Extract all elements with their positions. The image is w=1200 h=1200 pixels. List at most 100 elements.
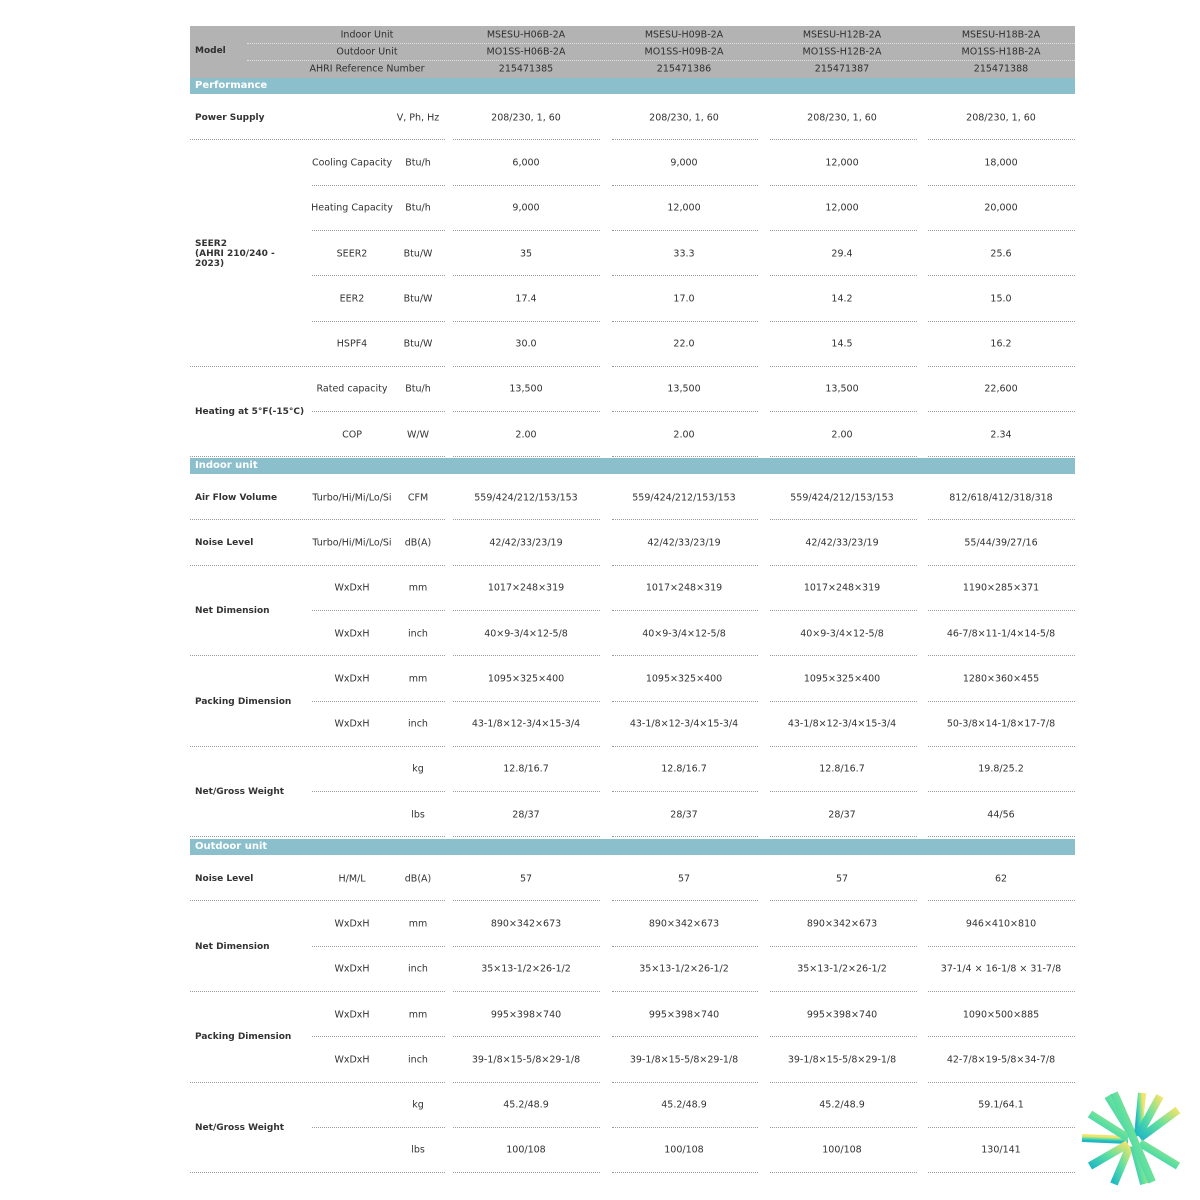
group-label: Noise Level — [195, 537, 254, 548]
cell-value: 2.34 — [990, 429, 1012, 441]
cell-value: 1095×325×400 — [803, 673, 881, 685]
row-divider — [453, 1036, 600, 1038]
row-divider — [770, 700, 917, 702]
row-sublabel: Turbo/Hi/Mi/Lo/Si — [312, 537, 392, 549]
row-divider — [770, 655, 917, 657]
header-model-value: MSESU-H06B-2A — [486, 29, 566, 41]
cell-value: 45.2/48.9 — [661, 1099, 707, 1111]
row-divider — [190, 365, 445, 367]
cell-value: 995×398×740 — [490, 1009, 562, 1021]
row-divider — [612, 229, 758, 231]
row-divider — [453, 836, 600, 838]
cell-value: 890×342×673 — [648, 918, 720, 930]
cell-value: 12.8/16.7 — [819, 763, 865, 775]
row-divider — [190, 1081, 445, 1083]
row-divider — [928, 655, 1075, 657]
row-sublabel: H/M/L — [338, 873, 366, 885]
group-label: SEER2 (AHRI 210/240 - 2023) — [195, 238, 275, 269]
cell-value: 30.0 — [515, 338, 537, 350]
cell-value: 1280×360×455 — [962, 673, 1040, 685]
row-divider — [770, 229, 917, 231]
row-unit: mm — [408, 673, 428, 685]
cell-value: 45.2/48.9 — [819, 1099, 865, 1111]
row-divider — [453, 609, 600, 611]
row-sublabel: WxDxH — [334, 718, 370, 730]
cell-value: 559/424/212/153/153 — [790, 492, 894, 504]
header-model-value: MO1SS-H12B-2A — [802, 46, 882, 58]
cell-value: 40×9-3/4×12-5/8 — [484, 628, 568, 640]
cell-value: 25.6 — [990, 248, 1012, 260]
group-label: Net Dimension — [195, 605, 270, 616]
cell-value: 33.3 — [673, 248, 695, 260]
row-divider — [770, 320, 917, 322]
row-divider — [612, 564, 758, 566]
row-divider — [770, 411, 917, 413]
cell-value: 559/424/212/153/153 — [474, 492, 578, 504]
row-divider — [453, 456, 600, 458]
cell-value: 40×9-3/4×12-5/8 — [642, 628, 726, 640]
row-divider — [928, 1172, 1075, 1174]
row-divider — [612, 411, 758, 413]
cell-value: 40×9-3/4×12-5/8 — [800, 628, 884, 640]
row-divider — [190, 1172, 445, 1174]
row-divider — [612, 945, 758, 947]
row-divider — [770, 900, 917, 902]
row-divider — [612, 655, 758, 657]
row-unit: Btu/h — [405, 157, 431, 169]
row-sublabel: Turbo/Hi/Mi/Lo/Si — [312, 492, 392, 504]
row-divider — [453, 900, 600, 902]
row-unit: mm — [408, 918, 428, 930]
row-divider — [612, 836, 758, 838]
row-divider — [928, 139, 1075, 141]
row-divider — [312, 1126, 445, 1128]
row-divider — [453, 745, 600, 747]
cell-value: 43-1/8×12-3/4×15-3/4 — [787, 718, 897, 730]
header-model-value: MO1SS-H09B-2A — [644, 46, 724, 58]
cell-value: 14.5 — [831, 338, 853, 350]
row-divider — [770, 139, 917, 141]
cell-value: 12.8/16.7 — [661, 763, 707, 775]
row-divider — [770, 456, 917, 458]
row-sublabel: Rated capacity — [316, 383, 388, 395]
row-sublabel: Cooling Capacity — [311, 157, 393, 169]
cell-value: 14.2 — [831, 293, 853, 305]
row-divider — [612, 609, 758, 611]
header-divider — [247, 43, 1075, 44]
cell-value: 13,500 — [667, 383, 701, 395]
row-divider — [190, 836, 445, 838]
row-divider — [928, 1126, 1075, 1128]
row-divider — [312, 791, 445, 793]
cell-value: 20,000 — [984, 202, 1018, 214]
section-band: Indoor unit — [190, 458, 1075, 474]
row-divider — [453, 791, 600, 793]
row-divider — [928, 1081, 1075, 1083]
cell-value: 890×342×673 — [490, 918, 562, 930]
row-divider — [612, 519, 758, 521]
row-sublabel: WxDxH — [334, 628, 370, 640]
row-divider — [612, 456, 758, 458]
cell-value: 2.00 — [673, 429, 695, 441]
row-divider — [190, 990, 445, 992]
row-unit: W/W — [407, 429, 429, 441]
cell-value: 57 — [519, 873, 533, 885]
row-divider — [770, 275, 917, 277]
row-unit: Btu/W — [403, 293, 433, 305]
row-divider — [770, 1126, 917, 1128]
row-divider — [928, 564, 1075, 566]
row-divider — [453, 1172, 600, 1174]
row-divider — [928, 229, 1075, 231]
row-unit: dB(A) — [404, 537, 432, 549]
cell-value: 812/618/412/318/318 — [949, 492, 1053, 504]
row-unit: Btu/h — [405, 383, 431, 395]
cell-value: 1190×285×371 — [962, 582, 1040, 594]
cell-value: 100/108 — [506, 1144, 546, 1156]
row-divider — [770, 519, 917, 521]
row-unit: Btu/W — [403, 338, 433, 350]
row-divider — [453, 655, 600, 657]
model-header: Model Indoor Unit MSESU-H06B-2A MSESU-H09B… — [190, 26, 1075, 78]
row-divider — [453, 1081, 600, 1083]
group-label: Net/Gross Weight — [195, 1122, 285, 1133]
row-sublabel: Heating Capacity — [311, 202, 393, 214]
header-row-label: AHRI Reference Number — [309, 63, 425, 75]
cell-value: 9,000 — [512, 202, 540, 214]
